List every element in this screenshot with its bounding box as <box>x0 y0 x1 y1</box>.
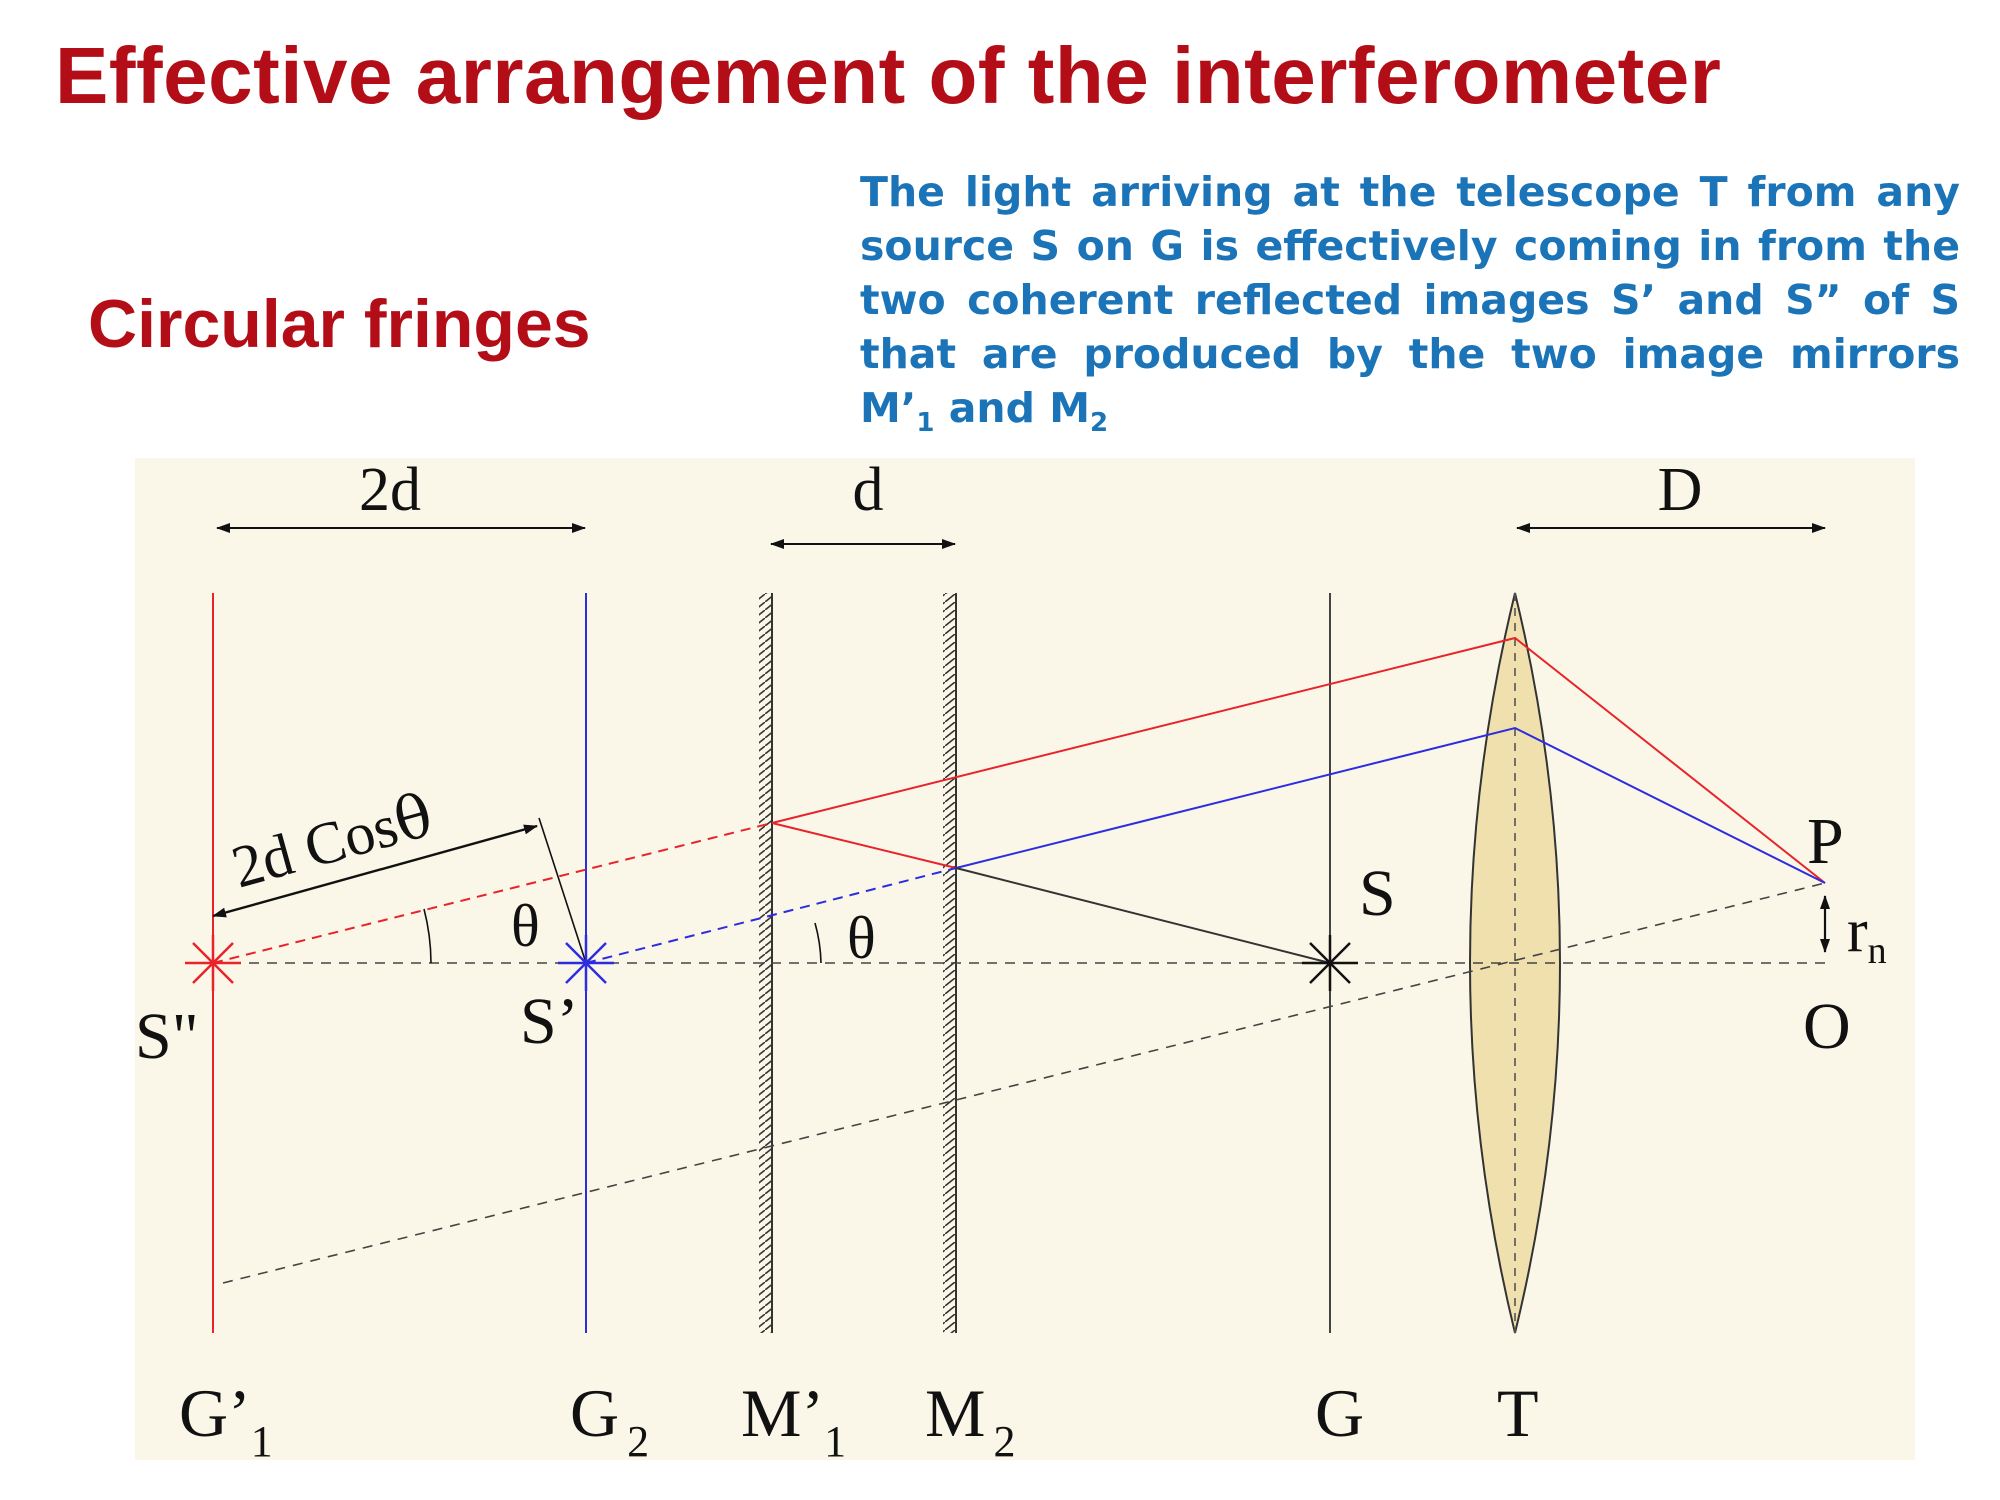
source-S1-star <box>558 935 614 991</box>
G2-sub: 2 <box>627 1417 649 1460</box>
label-S: S <box>1359 857 1396 930</box>
angle-theta-2: θ <box>847 905 876 971</box>
angle-arc-2 <box>814 922 822 964</box>
parallel-guide-line <box>222 882 1826 1284</box>
label-P: P <box>1807 805 1844 878</box>
description-sub-2: 2 <box>1090 408 1109 439</box>
source-ray <box>955 867 1331 964</box>
M2-sub: 2 <box>993 1417 1015 1460</box>
blue-ray-virtual <box>585 867 957 964</box>
bottom-label-T: T <box>1497 1375 1539 1451</box>
diagram-background <box>135 458 1915 1460</box>
label-O: O <box>1803 990 1851 1063</box>
M1-text: M’ <box>741 1375 824 1451</box>
M1-sub: 1 <box>824 1417 846 1460</box>
bottom-label-G1: G’1 <box>179 1375 273 1460</box>
M2-text: M <box>925 1375 985 1451</box>
perpendicular-line <box>538 817 587 964</box>
red-ray-virtual <box>212 822 773 964</box>
label-rn: rn <box>1847 897 1887 972</box>
angle-theta-1: θ <box>511 893 540 959</box>
red-ray <box>771 636 1826 884</box>
description-text: The light arriving at the telescope T fr… <box>860 165 1960 439</box>
description-sub-1: 1 <box>916 408 935 439</box>
label-2d: 2d <box>359 458 421 524</box>
path-difference-arrow <box>212 824 538 918</box>
mirror-M1-hatch <box>759 593 772 1333</box>
red-ray-source-segment <box>771 822 957 869</box>
angle-arc-1 <box>423 908 432 964</box>
G1-sub: 1 <box>251 1417 273 1460</box>
label-r-sub: n <box>1868 930 1887 972</box>
G2-text: G <box>570 1375 619 1451</box>
G1-text: G’ <box>179 1375 251 1451</box>
bottom-label-M1: M’1 <box>741 1375 846 1460</box>
label-r: r <box>1847 897 1868 965</box>
blue-ray <box>955 726 1826 884</box>
bottom-label-G: G <box>1315 1375 1364 1451</box>
source-S2-star <box>185 935 241 991</box>
description-mid: and M <box>934 384 1091 432</box>
label-S1: S’ <box>520 985 579 1058</box>
source-S-star <box>1302 935 1358 991</box>
description-main: The light arriving at the telescope T fr… <box>860 168 1960 432</box>
label-S2: S" <box>135 1000 199 1073</box>
label-D: D <box>1658 458 1703 524</box>
slide-subtitle: Circular fringes <box>88 286 591 362</box>
slide-title: Effective arrangement of the interferome… <box>55 31 1722 120</box>
label-d: d <box>853 458 884 524</box>
